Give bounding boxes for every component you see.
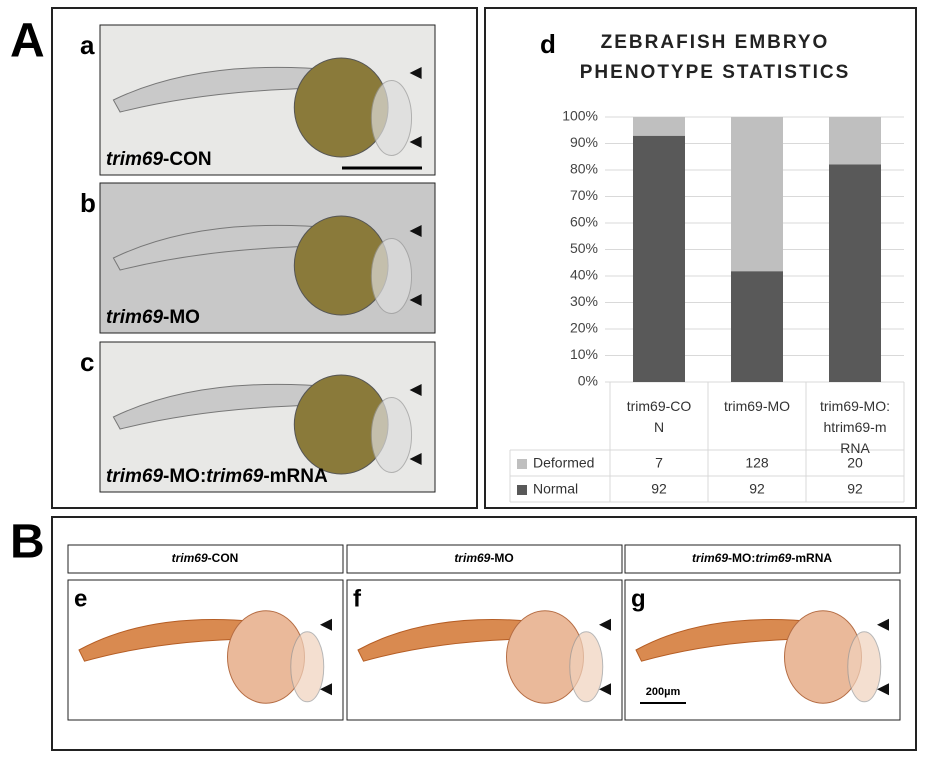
y-tick-label: 100% <box>562 108 598 124</box>
y-tick-label: 10% <box>570 346 598 362</box>
caption-part: trim69 <box>172 551 208 565</box>
table-value: 92 <box>749 481 765 497</box>
panel-d-frame <box>484 7 917 509</box>
caption: trim69-CON <box>172 551 239 565</box>
caption-part: trim69 <box>755 551 791 565</box>
embryo-head <box>290 631 325 703</box>
embryo-head <box>847 631 882 703</box>
panel-label: B <box>10 516 45 569</box>
embryo-head <box>370 397 413 473</box>
embryo-head <box>569 631 604 703</box>
panel-a-frame <box>51 7 478 509</box>
table-value: 7 <box>655 455 663 471</box>
y-tick-label: 70% <box>570 187 598 203</box>
caption: trim69-CON <box>106 149 212 170</box>
arrowhead <box>320 618 332 631</box>
caption-part: trim69 <box>106 307 163 328</box>
legend-label: Normal <box>533 481 578 497</box>
legend-swatch <box>517 459 527 469</box>
y-tick-label: 0% <box>578 373 598 389</box>
caption-part: -MO <box>163 307 200 328</box>
embryo-head <box>370 80 413 156</box>
arrowhead <box>877 683 889 696</box>
embryo-head <box>370 238 413 314</box>
arrowhead <box>599 618 611 631</box>
y-tick-label: 80% <box>570 161 598 177</box>
bar-segment <box>829 117 881 165</box>
bar-segment <box>633 135 685 382</box>
arrowhead <box>409 384 422 396</box>
arrowhead <box>599 683 611 696</box>
caption-part: -mRNA <box>263 466 328 487</box>
y-tick-label: 50% <box>570 240 598 256</box>
y-tick-label: 60% <box>570 214 598 230</box>
scale-bar-label: 200µm <box>646 686 681 698</box>
chart-title: ZEBRAFISH EMBRYO PHENOTYPE STATISTICS <box>579 32 851 83</box>
y-tick-label: 90% <box>570 134 598 150</box>
table-value: 92 <box>651 481 667 497</box>
table-value: 20 <box>847 455 863 471</box>
table-value: 128 <box>745 455 769 471</box>
caption: trim69-MO <box>454 551 513 565</box>
bar-segment <box>731 117 783 272</box>
header-box <box>624 544 901 574</box>
image-letter: f <box>353 585 362 612</box>
caption: trim69-MO:trim69-mRNA <box>692 551 832 565</box>
caption-part: -CON <box>208 551 239 565</box>
caption-part: -MO: <box>163 466 206 487</box>
x-tick-label: trim69-MO:htrim69-mRNA <box>820 398 890 456</box>
image-letter: e <box>74 585 87 612</box>
image-letter: b <box>80 188 96 218</box>
arrowhead <box>409 225 422 237</box>
table-value: 92 <box>847 481 863 497</box>
arrowhead <box>409 136 422 148</box>
header-box <box>346 544 623 574</box>
caption-part: trim69 <box>106 466 163 487</box>
caption: trim69-MO:trim69-mRNA <box>106 466 328 487</box>
image-letter: a <box>80 30 95 60</box>
bar-segment <box>633 117 685 136</box>
caption-part: -MO <box>490 551 513 565</box>
caption-part: -mRNA <box>791 551 832 565</box>
legend-swatch <box>517 485 527 495</box>
bar-segment <box>731 271 783 382</box>
y-tick-label: 20% <box>570 320 598 336</box>
bar-segment <box>829 164 881 382</box>
chart-letter: d <box>540 29 556 59</box>
arrowhead <box>320 683 332 696</box>
x-tick-label: trim69-MO <box>723 398 791 414</box>
legend-label: Deformed <box>533 455 594 471</box>
y-tick-label: 30% <box>570 293 598 309</box>
panel-b-frame <box>51 516 917 751</box>
image-letter: g <box>631 585 646 612</box>
caption-part: trim69 <box>454 551 490 565</box>
arrowhead <box>409 67 422 79</box>
caption-part: trim69 <box>692 551 728 565</box>
x-tick-label: trim69-CON <box>626 398 692 435</box>
caption: trim69-MO <box>106 307 200 328</box>
arrowhead <box>409 453 422 465</box>
caption-part: -CON <box>163 149 212 170</box>
arrowhead <box>877 618 889 631</box>
panel-label: A <box>10 15 45 68</box>
caption-part: trim69 <box>106 149 163 170</box>
arrowhead <box>409 294 422 306</box>
header-box <box>67 544 344 574</box>
caption-part: trim69 <box>206 466 263 487</box>
y-tick-label: 40% <box>570 267 598 283</box>
image-letter: c <box>80 347 94 377</box>
caption-part: -MO: <box>728 551 755 565</box>
